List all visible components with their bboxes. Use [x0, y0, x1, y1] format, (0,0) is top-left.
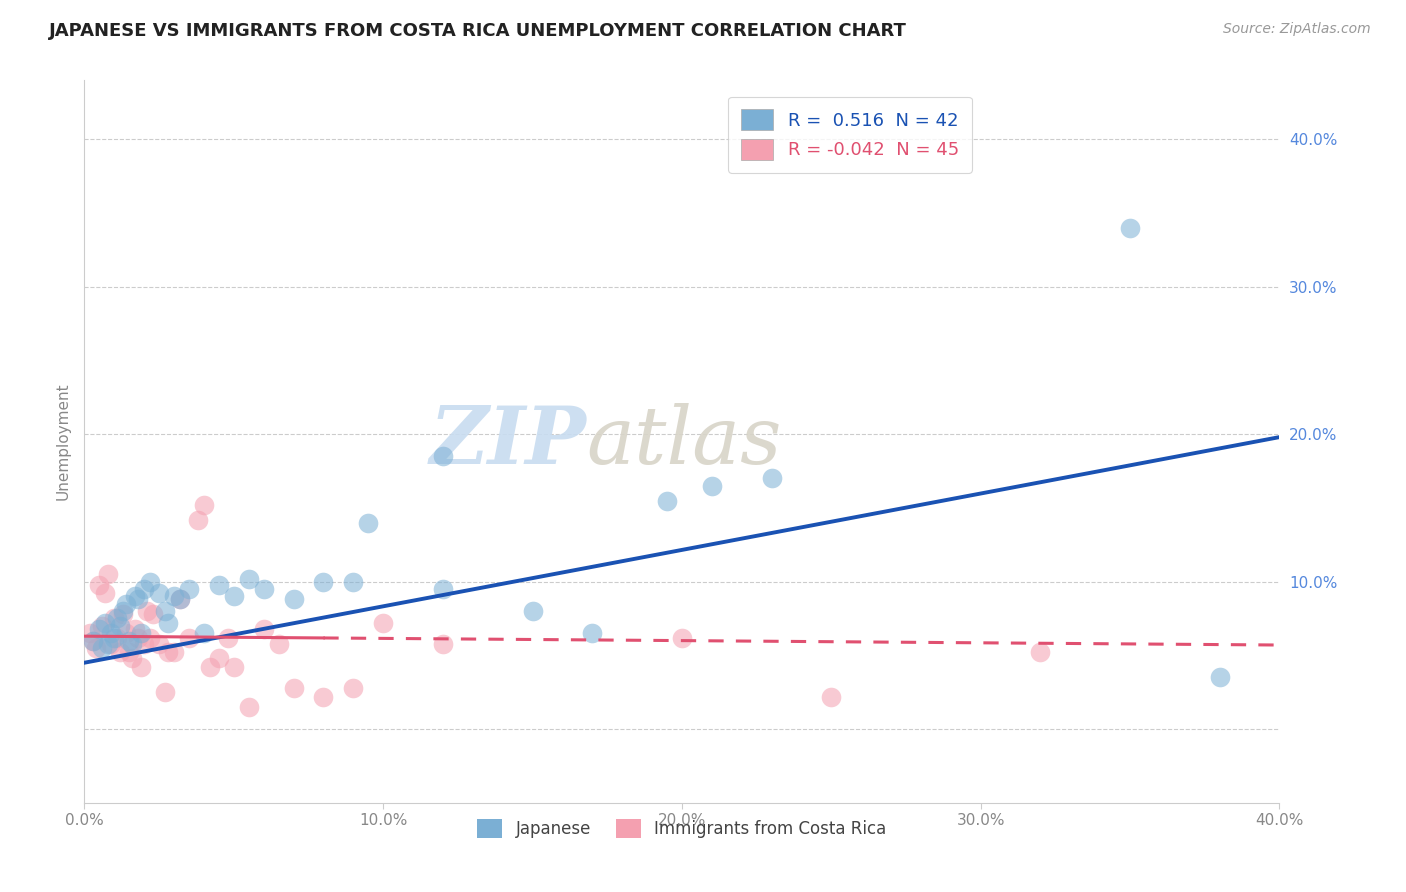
Point: [82, 633, 104, 648]
Point: [127, 592, 149, 607]
Point: [105, 631, 128, 645]
Point: [198, 660, 221, 674]
Point: [82, 633, 104, 648]
Point: [193, 498, 215, 512]
Point: [139, 574, 162, 589]
Point: [121, 636, 143, 650]
Point: [169, 592, 191, 607]
Point: [132, 582, 156, 596]
Point: [103, 631, 125, 645]
Point: [100, 626, 122, 640]
Point: [312, 690, 335, 704]
Point: [121, 651, 143, 665]
Point: [283, 681, 305, 695]
Point: [91, 640, 114, 655]
Point: [89, 622, 111, 636]
Legend: Japanese, Immigrants from Costa Rica: Japanese, Immigrants from Costa Rica: [471, 813, 893, 845]
Point: [112, 604, 135, 618]
Point: [373, 615, 395, 630]
Point: [1029, 645, 1052, 659]
Text: ZIP: ZIP: [429, 403, 586, 480]
Point: [97, 567, 120, 582]
Point: [169, 592, 191, 607]
Point: [342, 681, 364, 695]
Point: [1119, 220, 1142, 235]
Point: [581, 626, 603, 640]
Text: atlas: atlas: [586, 403, 782, 480]
Text: Source: ZipAtlas.com: Source: ZipAtlas.com: [1223, 22, 1371, 37]
Point: [89, 577, 111, 591]
Point: [148, 586, 170, 600]
Point: [177, 582, 200, 596]
Point: [253, 622, 276, 636]
Point: [124, 622, 146, 636]
Point: [238, 572, 260, 586]
Point: [86, 640, 108, 655]
Point: [163, 590, 186, 604]
Point: [208, 577, 231, 591]
Point: [222, 660, 245, 674]
Point: [208, 651, 231, 665]
Point: [655, 493, 678, 508]
Point: [283, 592, 305, 607]
Point: [118, 645, 141, 659]
Point: [671, 631, 693, 645]
Point: [115, 597, 138, 611]
Point: [187, 513, 209, 527]
Point: [112, 607, 135, 621]
Point: [217, 631, 239, 645]
Point: [115, 626, 138, 640]
Text: JAPANESE VS IMMIGRANTS FROM COSTA RICA UNEMPLOYMENT CORRELATION CHART: JAPANESE VS IMMIGRANTS FROM COSTA RICA U…: [49, 22, 907, 40]
Point: [100, 636, 122, 650]
Point: [110, 645, 132, 659]
Point: [357, 516, 380, 530]
Point: [132, 636, 156, 650]
Point: [94, 615, 117, 630]
Point: [177, 631, 200, 645]
Point: [238, 700, 260, 714]
Point: [432, 450, 454, 464]
Point: [820, 690, 842, 704]
Point: [157, 645, 180, 659]
Point: [253, 582, 276, 596]
Point: [105, 611, 128, 625]
Point: [193, 626, 215, 640]
Point: [148, 636, 170, 650]
Point: [103, 611, 125, 625]
Point: [139, 631, 162, 645]
Point: [91, 619, 114, 633]
Point: [94, 586, 117, 600]
Point: [312, 574, 335, 589]
Point: [136, 604, 159, 618]
Point: [522, 604, 544, 618]
Point: [761, 471, 783, 485]
Point: [110, 619, 132, 633]
Point: [153, 685, 176, 699]
Point: [129, 660, 152, 674]
Point: [129, 626, 152, 640]
Point: [118, 633, 141, 648]
Point: [97, 636, 120, 650]
Point: [163, 645, 186, 659]
Y-axis label: Unemployment: Unemployment: [55, 383, 70, 500]
Point: [1209, 670, 1232, 684]
Point: [79, 626, 101, 640]
Point: [432, 636, 454, 650]
Point: [157, 615, 180, 630]
Point: [267, 636, 290, 650]
Point: [222, 590, 245, 604]
Point: [127, 631, 149, 645]
Point: [142, 607, 165, 621]
Point: [124, 590, 146, 604]
Point: [153, 604, 176, 618]
Point: [700, 479, 723, 493]
Point: [342, 574, 364, 589]
Point: [432, 582, 454, 596]
